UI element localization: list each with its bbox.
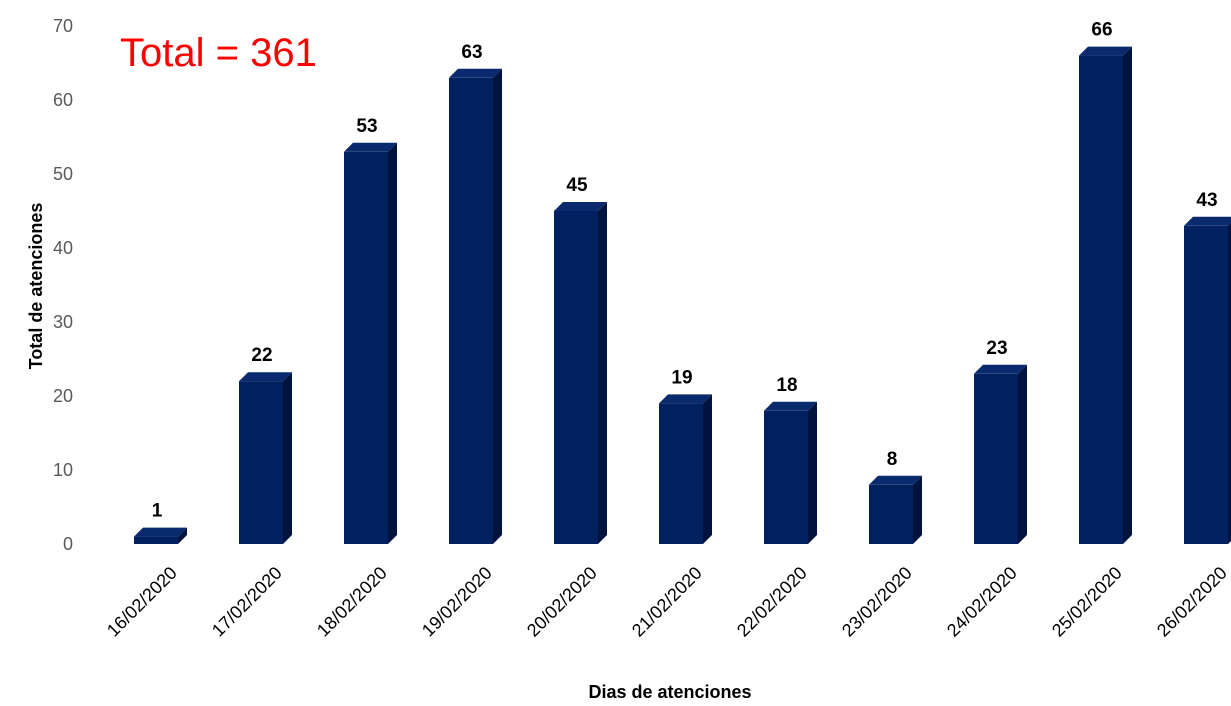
bar-top xyxy=(974,364,1027,374)
bar-top xyxy=(134,527,187,537)
bar-25/02/2020: 66 xyxy=(1079,20,1132,544)
bar-top xyxy=(1184,216,1231,226)
bar-top xyxy=(449,68,502,78)
y-tick-label: 30 xyxy=(53,312,73,332)
data-label: 8 xyxy=(887,449,898,470)
y-tick-label: 60 xyxy=(53,90,73,110)
data-label: 53 xyxy=(356,116,377,137)
data-label: 23 xyxy=(986,338,1007,359)
bar-front xyxy=(554,211,598,544)
data-label: 66 xyxy=(1091,20,1112,41)
x-tick-label: 25/02/2020 xyxy=(1048,563,1126,641)
bar-16/02/2020: 1 xyxy=(134,501,187,544)
bar-side xyxy=(808,401,817,544)
x-tick-label: 26/02/2020 xyxy=(1153,563,1231,641)
bar-side xyxy=(1018,364,1027,544)
bar-front xyxy=(239,381,283,544)
data-label: 45 xyxy=(566,175,588,196)
total-annotation: Total = 361 xyxy=(120,31,317,75)
data-label: 43 xyxy=(1196,190,1217,211)
x-tick-label: 19/02/2020 xyxy=(418,563,496,641)
y-axis: 0 10 20 30 40 50 60 70 xyxy=(53,16,73,554)
bar-18/02/2020: 53 xyxy=(344,116,397,545)
x-tick-label: 22/02/2020 xyxy=(733,563,811,641)
y-axis-title: Total de atenciones xyxy=(26,203,46,370)
y-tick-label: 70 xyxy=(53,16,73,36)
y-tick-label: 20 xyxy=(53,386,73,406)
bar-26/02/2020: 43 xyxy=(1184,190,1231,545)
bar-top xyxy=(869,475,922,485)
data-label: 18 xyxy=(776,375,797,396)
x-tick-label: 23/02/2020 xyxy=(838,563,916,641)
bar-19/02/2020: 63 xyxy=(449,42,502,545)
bars: 1 22 53 63 45 19 18 8 23 66 43 xyxy=(134,20,1231,545)
y-tick-label: 50 xyxy=(53,164,73,184)
bar-side xyxy=(178,527,187,544)
bar-front xyxy=(134,536,178,544)
bar-23/02/2020: 8 xyxy=(869,449,922,544)
bar-top xyxy=(1079,46,1132,56)
bar-front xyxy=(974,373,1018,544)
bar-21/02/2020: 19 xyxy=(659,367,712,544)
bar-17/02/2020: 22 xyxy=(239,345,292,544)
bar-front xyxy=(659,403,703,544)
bar-front xyxy=(764,410,808,544)
bar-top xyxy=(764,401,817,411)
bar-front xyxy=(1184,225,1228,545)
bar-side xyxy=(913,475,922,544)
data-label: 19 xyxy=(671,367,692,388)
data-label: 22 xyxy=(251,345,272,366)
y-tick-label: 10 xyxy=(53,460,73,480)
bar-side xyxy=(1228,222,1231,544)
x-tick-label: 18/02/2020 xyxy=(313,563,391,641)
x-tick-label: 24/02/2020 xyxy=(943,563,1021,641)
bar-front xyxy=(1079,55,1123,544)
bar-front xyxy=(449,77,493,545)
bar-22/02/2020: 18 xyxy=(764,375,817,544)
bar-side xyxy=(1123,46,1132,544)
x-tick-label: 17/02/2020 xyxy=(208,563,286,641)
bar-top xyxy=(659,394,712,404)
bar-side xyxy=(388,142,397,545)
x-tick-label: 16/02/2020 xyxy=(103,563,181,641)
x-tick-label: 20/02/2020 xyxy=(523,563,601,641)
bar-top xyxy=(239,372,292,382)
data-label: 63 xyxy=(461,42,482,63)
y-tick-label: 0 xyxy=(63,534,73,554)
x-tick-label: 21/02/2020 xyxy=(628,563,706,641)
bar-top xyxy=(554,202,607,211)
data-label: 1 xyxy=(152,501,163,522)
bar-side xyxy=(598,202,607,544)
bar-side xyxy=(703,394,712,544)
bar-20/02/2020: 45 xyxy=(554,175,607,544)
bar-top xyxy=(344,142,397,152)
bar-front xyxy=(344,151,388,545)
bar-24/02/2020: 23 xyxy=(974,338,1027,544)
bar-side xyxy=(493,68,502,545)
bar-side xyxy=(283,372,292,544)
bar-front xyxy=(869,484,913,544)
x-axis-title: Dias de atenciones xyxy=(588,682,751,702)
x-axis: 16/02/2020 17/02/2020 18/02/2020 19/02/2020… xyxy=(103,563,1231,641)
y-tick-label: 40 xyxy=(53,238,73,258)
